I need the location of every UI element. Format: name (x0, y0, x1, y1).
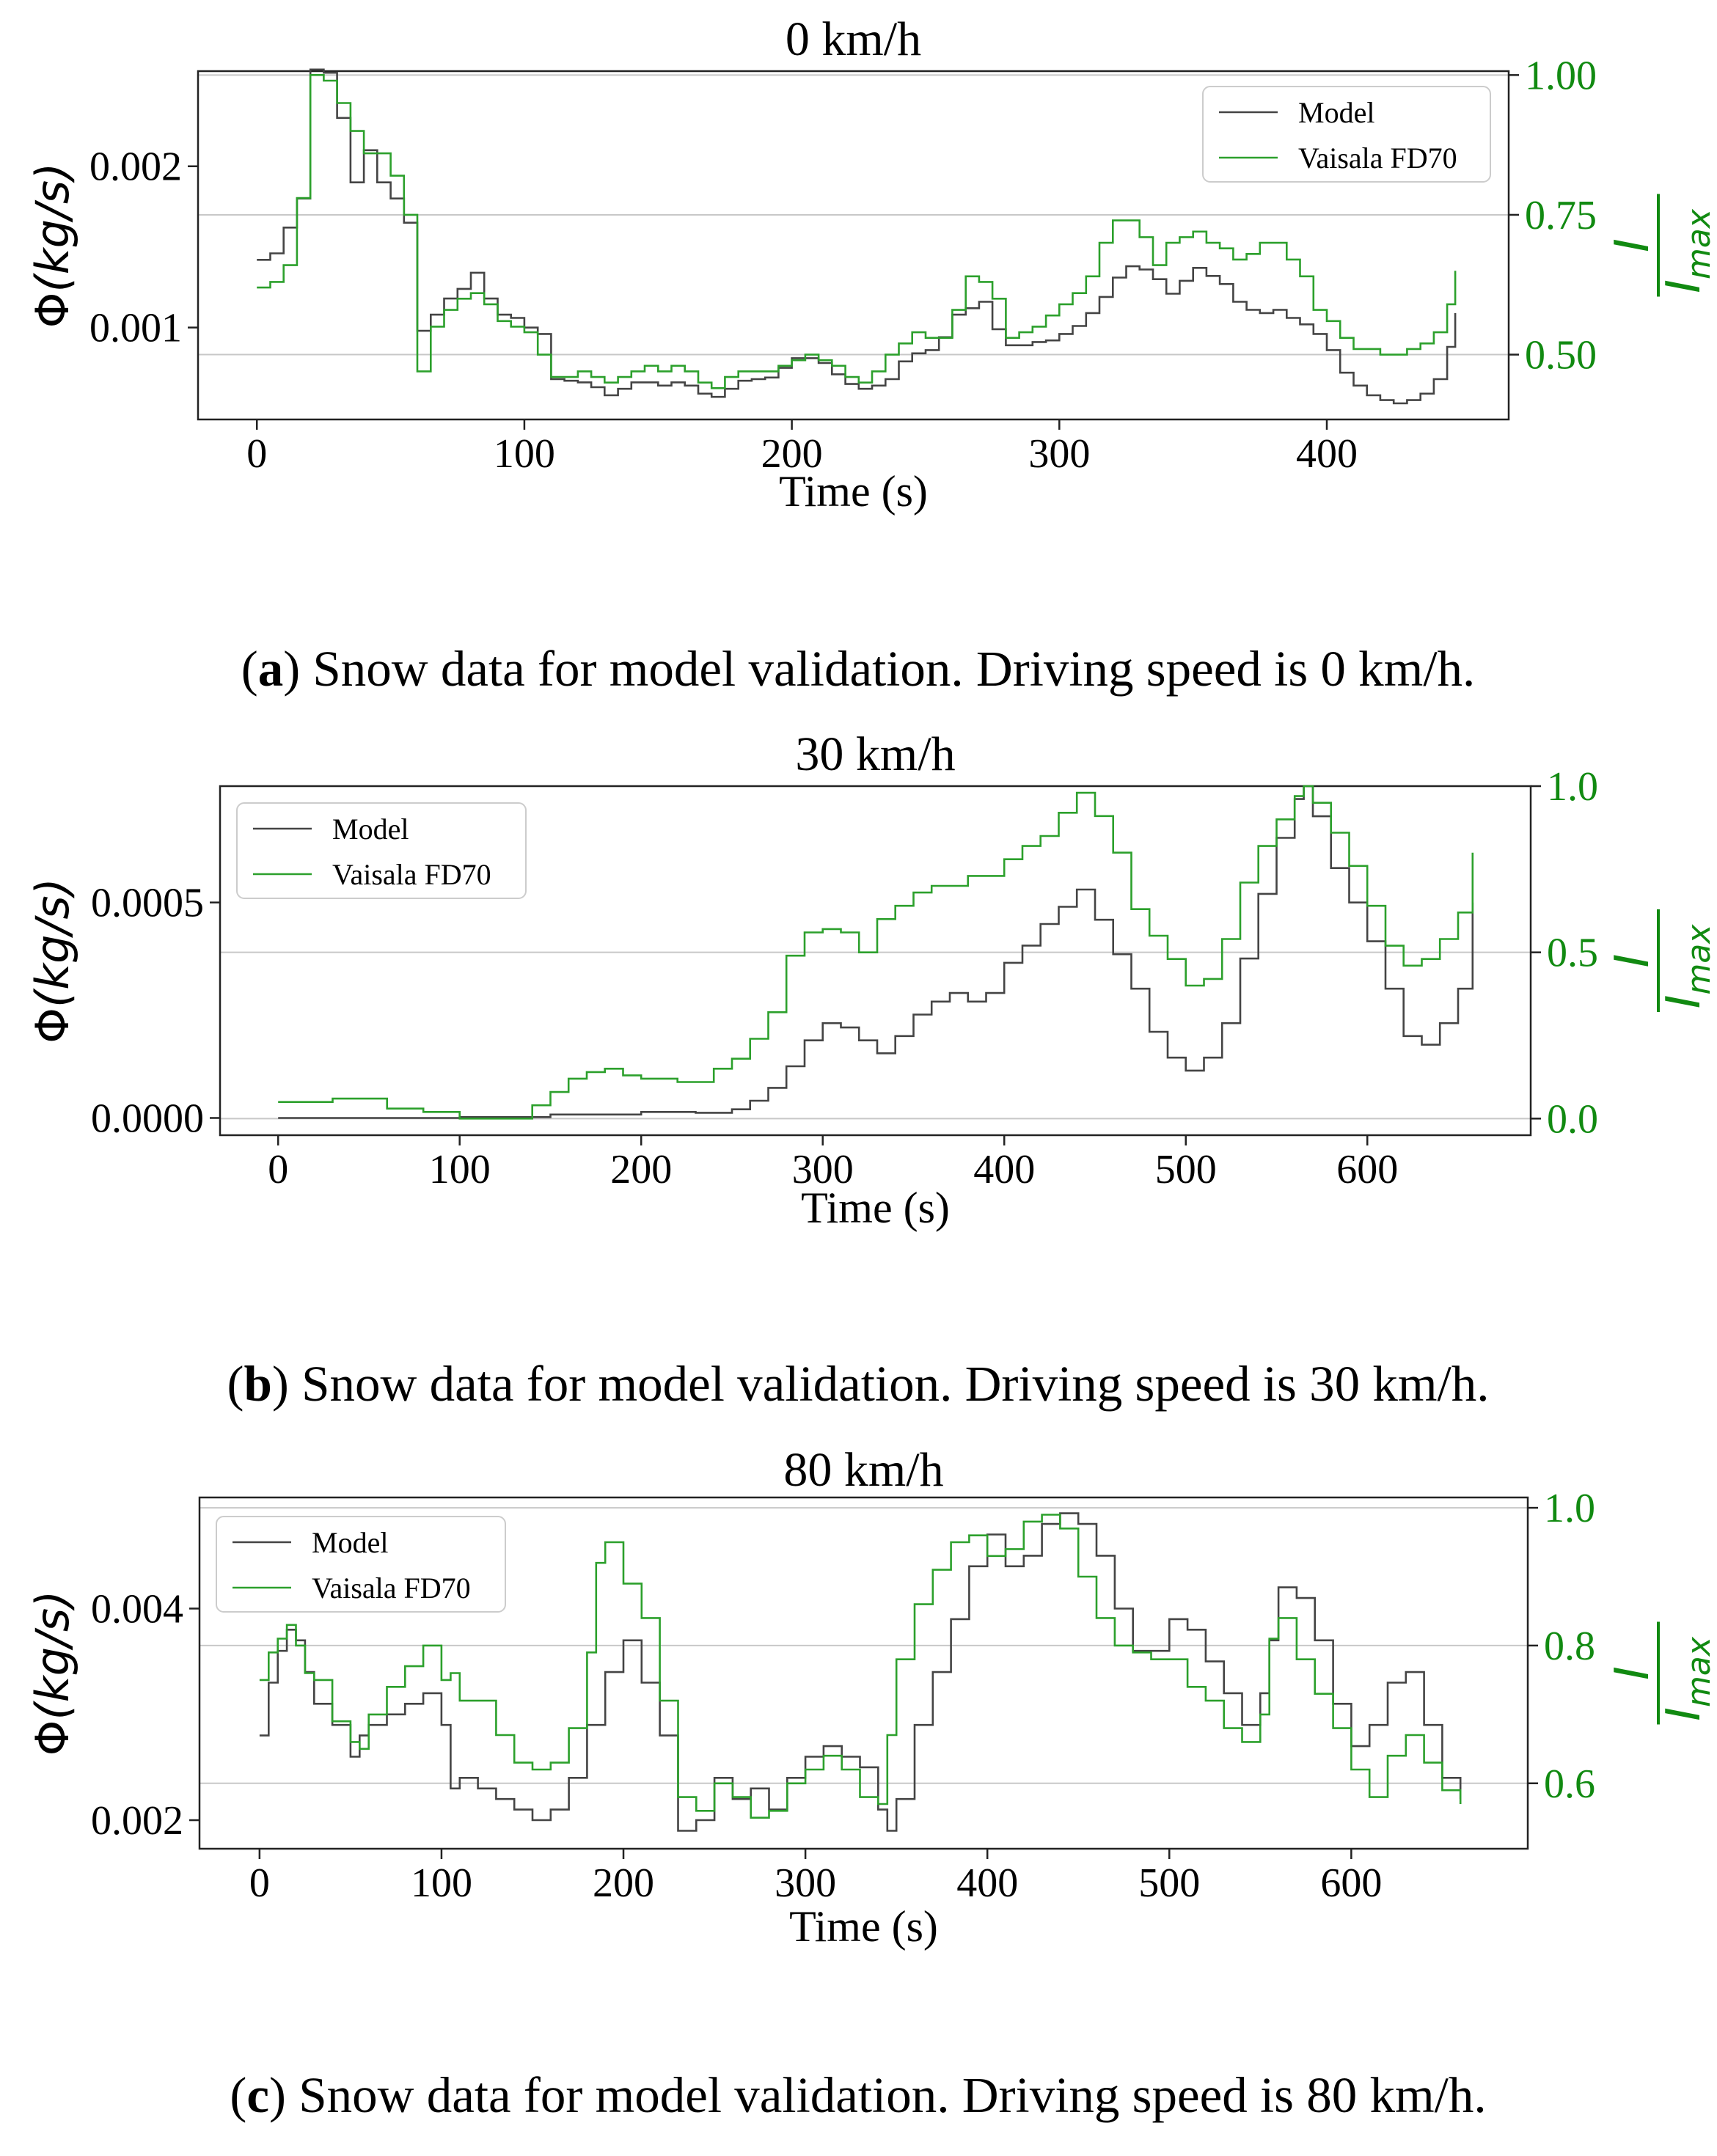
y2-tick-label: 0.5 (1547, 931, 1598, 976)
y2-label-numerator: I (1606, 954, 1660, 968)
y-axis-label-unit: (kg/s) (26, 878, 79, 1008)
caption-text: ) Snow data for model validation. Drivin… (283, 641, 1475, 697)
x-tick-label: 200 (761, 431, 823, 477)
series-line-vaisala (259, 1514, 1462, 1819)
panel-1: 0 km/h 0 100 200 300 400 0.001 0.002 0.50 0.75 1.0… (26, 12, 1717, 697)
y-axis-label: Φ(kg/s) (26, 878, 79, 1044)
y-tick-label: 0.002 (89, 144, 182, 190)
series-line-model (278, 785, 1474, 1119)
y2-tick-label: 1.00 (1525, 53, 1597, 98)
y-axis-label-symbol: Φ (26, 1720, 79, 1756)
y2-tick-label: 0.8 (1544, 1624, 1595, 1669)
y2-tick-label: 0.6 (1544, 1761, 1595, 1807)
x-tick-label: 600 (1320, 1860, 1382, 1906)
legend-label: Model (332, 813, 409, 846)
legend: Model Vaisala FD70 (236, 802, 527, 899)
y2-label-denominator: Imax (1657, 1636, 1717, 1721)
plot-frame (197, 70, 1510, 421)
x-tick-label: 100 (429, 1147, 491, 1192)
y-tick-label: 0.002 (91, 1798, 183, 1844)
y2-label-den-symbol: I (1657, 279, 1711, 293)
x-tick-label: 600 (1336, 1147, 1398, 1192)
y-tick-label: 0.0000 (91, 1096, 204, 1141)
y-tick-label: 0.004 (91, 1586, 183, 1632)
x-tick-label: 100 (494, 431, 555, 477)
series-line-model (259, 1512, 1462, 1832)
x-tick-label: 200 (593, 1860, 654, 1906)
legend-label: Vaisala FD70 (1298, 142, 1457, 175)
x-tick-label: 300 (792, 1147, 854, 1192)
caption-label: b (244, 1356, 272, 1412)
legend-label: Model (312, 1526, 388, 1559)
y2-label-subscript: max (1680, 924, 1717, 995)
x-tick-label: 500 (1155, 1147, 1217, 1192)
y-axis-label: Φ(kg/s) (26, 1591, 79, 1756)
y2-label-subscript: max (1680, 208, 1717, 279)
x-axis-label: Time (s) (801, 1184, 950, 1232)
y2-tick-label: 0.0 (1547, 1096, 1598, 1142)
x-axis-label: Time (s) (779, 467, 928, 516)
figure-caption: (c) Snow data for model validation. Driv… (230, 2067, 1486, 2123)
panel-2: 30 km/h 0 100 200 300 400 500 600 0.0000 0.0005 0.… (26, 727, 1717, 1412)
x-tick-label: 400 (956, 1860, 1018, 1906)
y2-label-denominator: Imax (1657, 208, 1717, 293)
y2-label-numerator: I (1606, 1666, 1660, 1680)
y-axis-label-unit: (kg/s) (26, 163, 79, 293)
y-axis-label-unit: (kg/s) (26, 1591, 79, 1720)
x-tick-label: 400 (973, 1147, 1035, 1192)
x-tick-label: 100 (411, 1860, 472, 1906)
y2-tick-label: 1.0 (1547, 764, 1598, 810)
x-axis-label: Time (s) (789, 1902, 938, 1951)
legend-label: Vaisala FD70 (332, 858, 491, 891)
x-tick-label: 400 (1296, 431, 1358, 477)
chart-title: 0 km/h (786, 12, 921, 66)
caption-label: a (258, 641, 284, 697)
figure-caption: (a) Snow data for model validation. Driv… (241, 641, 1476, 697)
panel-3: 80 km/h 0 100 200 300 400 500 600 0.002 0.004 0.6 0… (26, 1443, 1717, 2123)
y2-tick-label: 1.0 (1544, 1486, 1595, 1531)
y2-label-subscript: max (1680, 1636, 1717, 1707)
y2-label-denominator: Imax (1657, 924, 1717, 1009)
plot-frame (198, 1496, 1529, 1850)
legend-label: Vaisala FD70 (312, 1572, 471, 1605)
caption-label: c (246, 2067, 269, 2123)
plot-frame (219, 785, 1532, 1137)
chart-title: 80 km/h (783, 1443, 943, 1497)
y-tick-label: 0.001 (89, 306, 182, 351)
series-line-model (257, 68, 1457, 405)
series-line-vaisala (278, 785, 1474, 1120)
caption-text: ) Snow data for model validation. Drivin… (272, 1356, 1490, 1412)
y-tick-label: 0.0005 (91, 881, 204, 926)
caption-text: ) Snow data for model validation. Drivin… (269, 2067, 1487, 2123)
figure-caption: (b) Snow data for model validation. Driv… (227, 1356, 1490, 1412)
x-tick-label: 0 (249, 1860, 270, 1906)
y-axis-label-symbol: Φ (26, 1008, 79, 1044)
x-tick-label: 500 (1138, 1860, 1200, 1906)
y2-label-den-symbol: I (1657, 1707, 1711, 1721)
x-tick-label: 300 (775, 1860, 836, 1906)
x-tick-label: 200 (610, 1147, 672, 1192)
legend-label: Model (1298, 96, 1374, 129)
y2-label-numerator: I (1606, 238, 1660, 252)
y-axis-label: Φ(kg/s) (26, 163, 79, 329)
y2-tick-label: 0.75 (1525, 193, 1597, 238)
y2-label-den-symbol: I (1657, 995, 1711, 1009)
caption-open: ( (227, 1356, 244, 1412)
legend: Model Vaisala FD70 (216, 1516, 506, 1613)
y2-tick-label: 0.50 (1525, 333, 1597, 378)
x-tick-label: 0 (268, 1147, 288, 1192)
x-tick-label: 300 (1028, 431, 1090, 477)
y-axis-label-symbol: Φ (26, 293, 79, 329)
caption-open: ( (241, 641, 258, 697)
x-tick-label: 0 (246, 431, 267, 477)
chart-title: 30 km/h (795, 727, 955, 781)
series-line-vaisala (257, 74, 1457, 389)
caption-open: ( (230, 2067, 246, 2123)
legend: Model Vaisala FD70 (1202, 86, 1491, 183)
